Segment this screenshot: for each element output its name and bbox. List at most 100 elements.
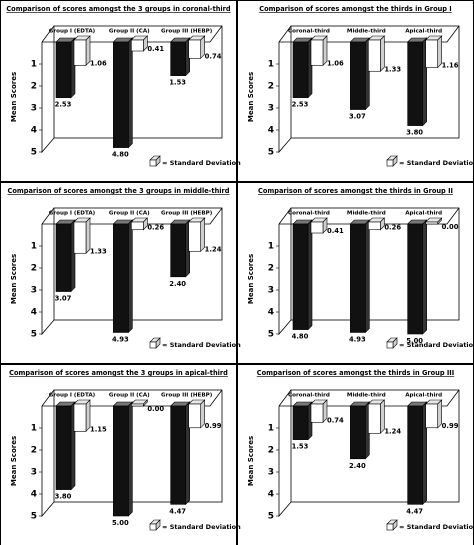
sd-label: 1.16 (442, 62, 459, 70)
mean-label: 3.80 (406, 129, 423, 137)
back-wall (290, 389, 460, 503)
back-wall (53, 207, 223, 321)
sd-bar (368, 39, 381, 72)
panel: Comparison of scores amongst the thirds … (237, 364, 474, 545)
chart-title: Comparison of scores amongst the 3 group… (9, 369, 228, 377)
y-axis-label: Mean Scores (10, 254, 18, 304)
sd-label: 0.99 (442, 422, 459, 430)
y-tick-label: 1 (31, 60, 37, 70)
y-tick-label: 1 (31, 242, 37, 252)
mean-bar (407, 405, 423, 505)
mean-bar (350, 223, 366, 333)
mean-label: 3.07 (55, 295, 72, 303)
sd-bar (131, 39, 144, 52)
legend-label: = Standard Deviation (399, 159, 474, 167)
category-label: Coronal-third (288, 393, 330, 399)
y-axis-label: Mean Scores (247, 72, 255, 122)
y-tick-label: 3 (268, 468, 274, 478)
y-tick-label: 2 (268, 446, 274, 456)
category-label: Group II (CA) (109, 393, 150, 399)
category-label: Apical-third (405, 29, 442, 35)
mean-bar (407, 41, 423, 126)
panel: Comparison of scores amongst the 3 group… (0, 364, 241, 545)
chart-title: Comparison of scores amongst the thirds … (259, 5, 452, 13)
y-tick-label: 4 (268, 126, 274, 136)
mean-label: 2.40 (169, 280, 186, 288)
y-tick-label: 1 (268, 424, 274, 434)
y-tick-label: 4 (268, 490, 274, 500)
sd-bar (310, 403, 324, 423)
mean-bar (55, 405, 72, 490)
sd-label: 1.24 (384, 427, 401, 435)
mean-bar-side (422, 219, 427, 335)
sd-bar (188, 403, 201, 429)
back-wall (290, 25, 460, 139)
mean-label: 2.53 (292, 101, 309, 109)
sd-bar (73, 221, 87, 254)
mean-label: 1.53 (292, 443, 309, 451)
sd-label: 1.15 (90, 425, 107, 433)
mean-label: 4.93 (349, 335, 366, 343)
y-tick-label: 2 (31, 82, 37, 92)
category-label: Apical-third (405, 393, 442, 399)
sd-bar (188, 39, 201, 59)
y-tick-label: 5 (31, 512, 37, 522)
mean-label: 1.53 (169, 79, 186, 87)
legend-swatch (386, 159, 394, 167)
sd-label: 1.33 (90, 247, 107, 255)
panel-border (0, 182, 237, 364)
panel: Comparison of scores amongst the thirds … (237, 182, 474, 364)
mean-label: 4.80 (292, 333, 309, 341)
mean-label: 4.93 (112, 335, 129, 343)
legend-swatch (149, 523, 157, 531)
y-tick-label: 4 (268, 308, 274, 318)
y-tick-label: 3 (31, 286, 37, 296)
mean-bar-side (128, 37, 133, 149)
panel: Comparison of scores amongst the 3 group… (0, 182, 241, 364)
chart-title: Comparison of scores amongst the 3 group… (7, 187, 229, 195)
sd-label: 1.33 (384, 65, 401, 73)
category-label: Apical-third (405, 211, 442, 217)
mean-bar (350, 41, 366, 110)
panel: Comparison of scores amongst the 3 group… (0, 0, 241, 182)
mean-label: 5.00 (112, 519, 129, 527)
mean-bar (113, 405, 129, 517)
legend-label: = Standard Deviation (162, 341, 241, 349)
sd-bar (310, 221, 324, 234)
category-label: Group II (CA) (109, 29, 150, 35)
mean-bar (292, 405, 309, 440)
y-tick-label: 2 (268, 264, 274, 274)
sd-bar (188, 221, 201, 252)
y-axis-label: Mean Scores (247, 436, 255, 486)
y-tick-label: 3 (31, 468, 37, 478)
mean-bar-side (128, 401, 133, 517)
legend-label: = Standard Deviation (162, 159, 241, 167)
y-tick-label: 5 (268, 512, 274, 522)
y-tick-label: 3 (268, 286, 274, 296)
y-tick-label: 5 (31, 148, 37, 158)
mean-bar (113, 223, 129, 333)
y-tick-label: 1 (268, 60, 274, 70)
y-tick-label: 1 (31, 424, 37, 434)
chart-title: Comparison of scores amongst the thirds … (258, 187, 453, 195)
sd-bar (368, 221, 381, 231)
sd-label: 1.06 (327, 59, 344, 67)
sd-bar (310, 39, 324, 66)
category-label: Middle-third (347, 211, 386, 217)
mean-bar-side (307, 219, 313, 331)
y-tick-label: 5 (31, 330, 37, 340)
mean-bar (350, 405, 366, 460)
mean-bar (55, 41, 72, 98)
mean-label: 5.00 (406, 337, 423, 345)
sd-bar (73, 403, 87, 432)
sd-label: 0.26 (384, 224, 401, 232)
mean-bar (170, 223, 186, 278)
mean-label: 3.80 (55, 493, 72, 501)
category-label: Group II (CA) (109, 211, 150, 217)
y-tick-label: 5 (268, 330, 274, 340)
y-tick-label: 4 (31, 308, 37, 318)
y-tick-label: 5 (268, 148, 274, 158)
sd-label: 0.41 (147, 45, 164, 53)
category-label: Coronal-third (288, 29, 330, 35)
